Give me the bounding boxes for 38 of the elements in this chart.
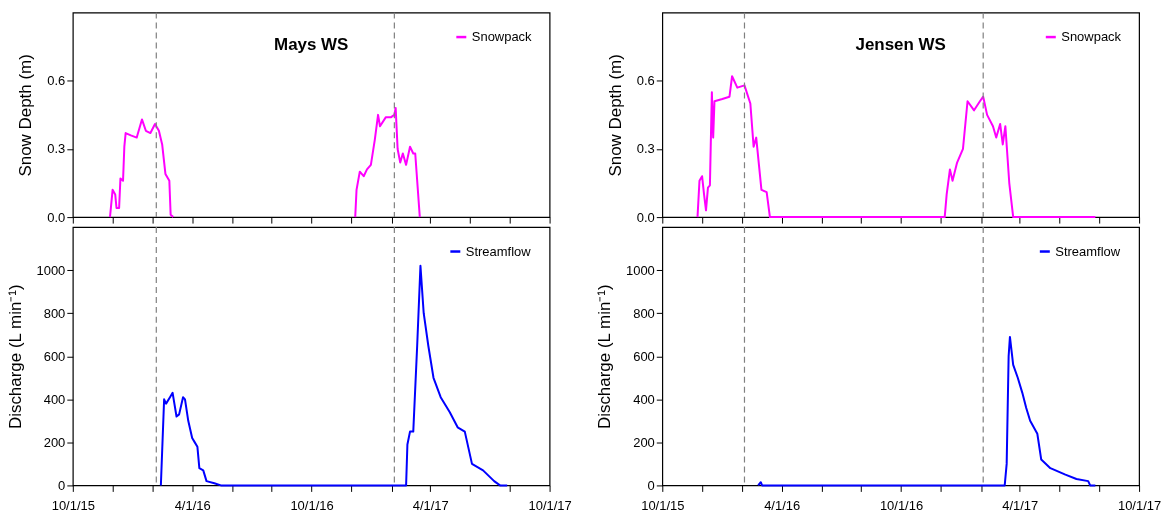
text: Mays WS	[274, 34, 349, 54]
x-tick-label: 10/1/17	[1117, 497, 1162, 513]
legend-label: Streamflow	[1055, 243, 1121, 259]
y-tick-label: 800	[633, 305, 655, 321]
y-tick-label: 0.3	[636, 141, 655, 157]
y-axis-title: Discharge (L min⁻¹)	[5, 284, 25, 430]
text: Jensen WS	[855, 34, 946, 54]
x-tick-label: 4/1/16	[174, 497, 211, 513]
y-tick-label: 200	[43, 434, 66, 450]
y-tick-label: 0	[58, 477, 66, 493]
y-tick-label: 0.6	[47, 73, 66, 89]
y-tick-label: 800	[43, 305, 66, 321]
legend-label: Streamflow	[465, 243, 532, 259]
x-tick-label: 10/1/15	[51, 497, 95, 513]
y-tick-label: 0.3	[47, 141, 66, 157]
y-tick-label: 600	[633, 348, 655, 364]
x-tick-label: 4/1/16	[764, 497, 801, 513]
legend-label: Snowpack	[471, 29, 533, 45]
x-tick-label: 10/1/16	[879, 497, 924, 513]
x-tick-label: 4/1/17	[412, 497, 449, 513]
y-tick-label: 0	[647, 477, 655, 493]
y-tick-label: 400	[633, 391, 655, 407]
y-axis-title: Discharge (L min⁻¹)	[595, 284, 615, 430]
y-axis-title: Snow Depth (m)	[605, 54, 625, 177]
y-tick-label: 1000	[36, 262, 66, 278]
y-tick-label: 600	[43, 348, 66, 364]
y-axis-title: Snow Depth (m)	[16, 54, 36, 177]
x-tick-label: 10/1/15	[641, 497, 685, 513]
y-tick-label: 400	[43, 391, 66, 407]
y-tick-label: 0.0	[636, 209, 655, 225]
y-tick-label: 200	[633, 434, 655, 450]
y-tick-label: 0.6	[636, 73, 655, 89]
x-tick-label: 4/1/17	[1002, 497, 1039, 513]
x-tick-label: 10/1/16	[290, 497, 334, 513]
y-tick-label: 0.0	[47, 209, 66, 225]
legend-label: Snowpack	[1061, 29, 1122, 45]
y-tick-label: 1000	[625, 262, 655, 278]
x-tick-label: 10/1/17	[528, 497, 572, 513]
